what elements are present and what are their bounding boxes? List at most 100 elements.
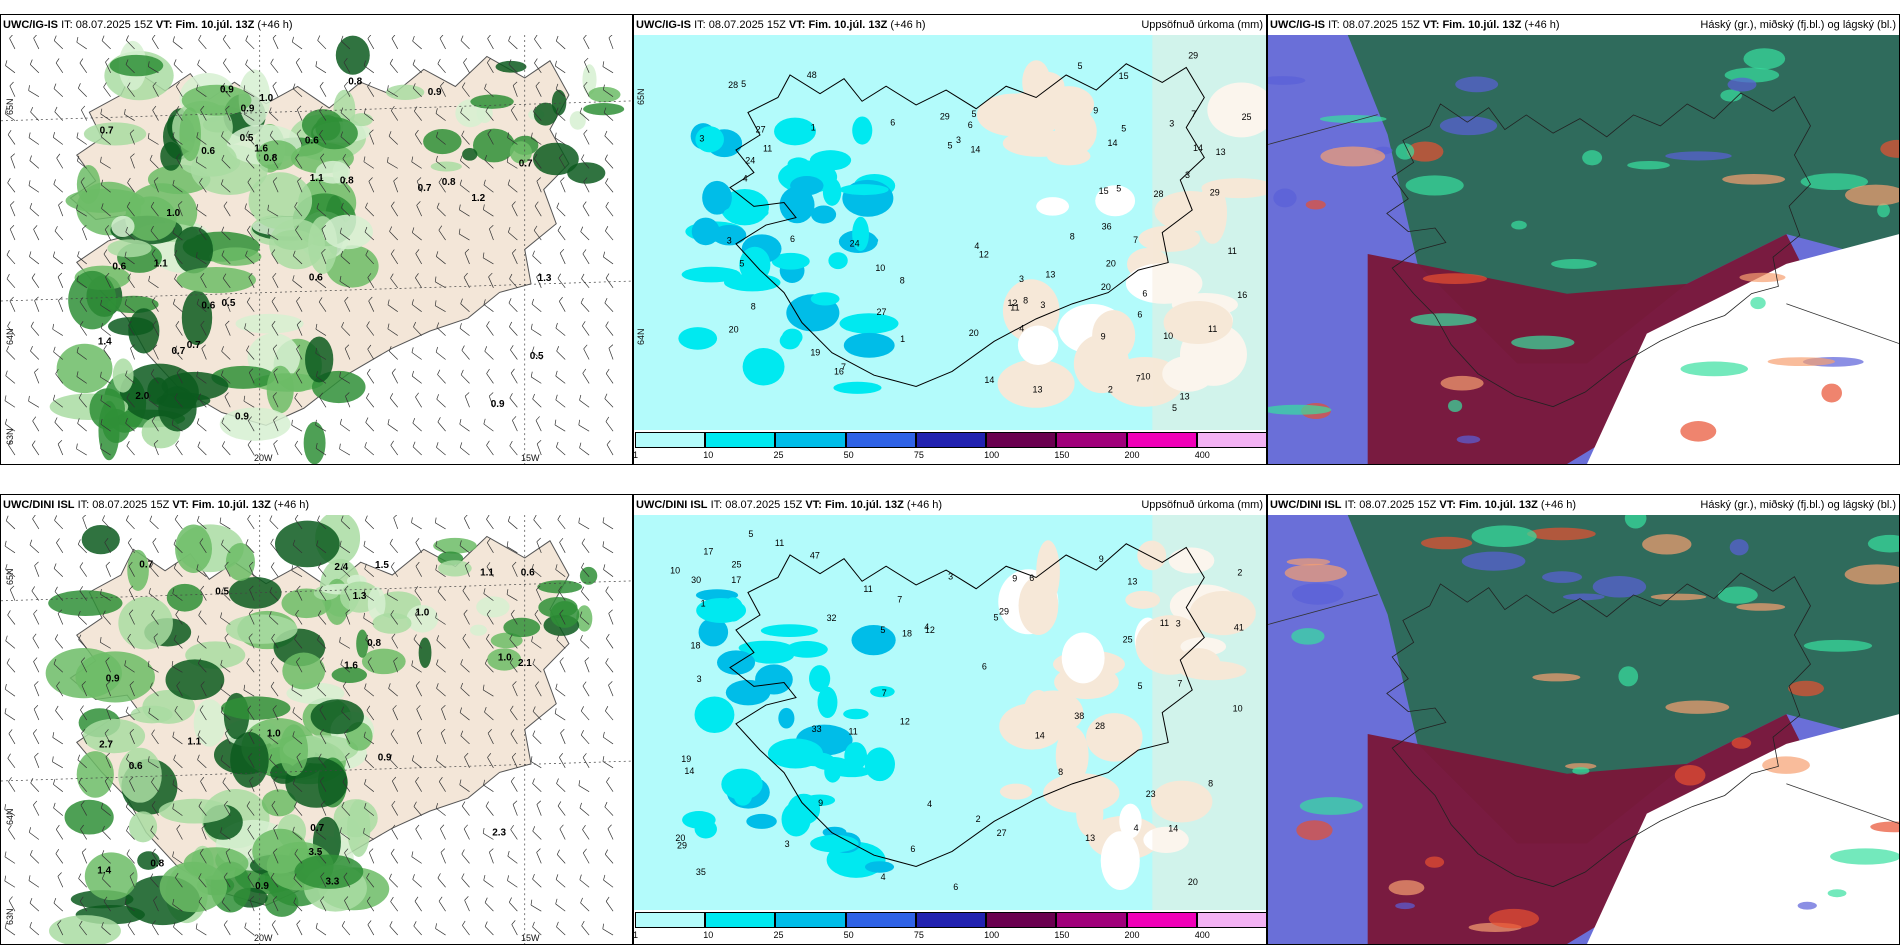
precip-value-label: 3 bbox=[697, 674, 702, 684]
precip-value-label: 6 bbox=[1137, 309, 1142, 319]
cloud-value-label: 0.5 bbox=[530, 351, 544, 362]
precip-value-label: 20 bbox=[969, 328, 979, 338]
precip-value-label: 12 bbox=[900, 717, 910, 727]
precip-value-label: 9 bbox=[1093, 106, 1098, 116]
precip-value-label: 36 bbox=[1102, 221, 1112, 231]
precip-value-label: 13 bbox=[1033, 384, 1043, 394]
colorbar-swatch bbox=[635, 432, 706, 448]
precip-value-label: 11 bbox=[848, 727, 857, 737]
colorbar-label: 200 bbox=[1124, 450, 1140, 460]
precip-value-label: 2 bbox=[1108, 384, 1113, 394]
cloud-value-label: 0.6 bbox=[201, 146, 215, 157]
precip-value-label: 7 bbox=[1136, 374, 1141, 384]
lat-label: 64N bbox=[636, 328, 646, 345]
cloud-value-label: 0.8 bbox=[367, 638, 381, 649]
precip-value-label: 3 bbox=[1176, 619, 1181, 629]
colorbar-label: 1 bbox=[633, 450, 639, 460]
precip-value-label: 3 bbox=[1169, 119, 1174, 129]
precip-value-label: 29 bbox=[940, 111, 950, 121]
precip-value-label: 10 bbox=[670, 566, 680, 576]
precip-value-label: 5 bbox=[1078, 61, 1083, 71]
cloud-value-label: 0.9 bbox=[106, 673, 120, 684]
lead-time: (+46 h) bbox=[1540, 499, 1577, 511]
cloud-value-label: 1.1 bbox=[480, 567, 494, 578]
precip-value-label: 4 bbox=[974, 241, 979, 251]
cloud-value-label: 0.5 bbox=[215, 587, 229, 598]
precip-value-label: 17 bbox=[731, 575, 741, 585]
cloud-value-label: 1.0 bbox=[415, 608, 429, 619]
precip-value-label: 8 bbox=[751, 302, 756, 312]
map-panel-clouds-top: UWC/IG-IS IT: 08.07.2025 15Z VT: Fim. 10… bbox=[1267, 14, 1900, 465]
precip-value-label: 14 bbox=[1035, 731, 1045, 741]
colorbar-swatch bbox=[915, 912, 987, 928]
precip-value-label: 5 bbox=[741, 79, 746, 89]
cloud-value-label: 0.8 bbox=[348, 77, 362, 88]
valid-time: Fim. 10.júl. 13Z bbox=[1458, 499, 1538, 511]
map-panel-cloud-top: UWC/IG-IS IT: 08.07.2025 15Z VT: Fim. 10… bbox=[0, 14, 633, 465]
lat-label: 65N bbox=[636, 88, 646, 105]
precip-value-label: 8 bbox=[1208, 779, 1213, 789]
precip-value-label: 10 bbox=[1233, 703, 1243, 713]
cloud-value-label: 0.9 bbox=[255, 881, 269, 892]
model-label: UWC/IG-IS bbox=[3, 19, 58, 31]
colorbar-label: 75 bbox=[913, 930, 924, 940]
colorbar-swatch bbox=[1056, 432, 1127, 448]
cloud-value-label: 2.7 bbox=[99, 739, 113, 750]
precip-value-label: 5 bbox=[1137, 681, 1142, 691]
colorbar-label: 200 bbox=[1124, 930, 1140, 940]
lead-time: (+46 h) bbox=[906, 499, 943, 511]
precip-value-label: 7 bbox=[882, 688, 887, 698]
precip-value-label: 14 bbox=[1193, 143, 1203, 153]
colorbar-label: 25 bbox=[773, 930, 784, 940]
precip-value-label: 48 bbox=[807, 70, 817, 80]
precip-value-label: 6 bbox=[890, 118, 895, 128]
cloud-value-label: 0.8 bbox=[442, 177, 456, 188]
precip-value-label: 5 bbox=[972, 109, 977, 119]
precip-value-label: 4 bbox=[881, 872, 886, 882]
precip-value-label: 5 bbox=[748, 529, 753, 539]
precip-value-label: 14 bbox=[684, 766, 694, 776]
cloud-value-label: 0.9 bbox=[235, 412, 249, 423]
precip-value-label: 13 bbox=[1216, 147, 1226, 157]
lon-label: 20W bbox=[254, 453, 273, 463]
precip-value-label: 9 bbox=[1099, 554, 1104, 564]
precip-value-label: 20 bbox=[729, 325, 739, 335]
precip-value-label: 8 bbox=[1058, 767, 1063, 777]
panel-title: Háský (gr.), miðský (fj.bl.) og lágský (… bbox=[1700, 19, 1896, 31]
cloud-value-label: 1.0 bbox=[166, 208, 180, 219]
cloud-value-label: 0.6 bbox=[201, 300, 215, 311]
colorbar-swatch bbox=[845, 912, 916, 928]
precip-value-label: 28 bbox=[1153, 189, 1163, 199]
colorbar-label: 25 bbox=[773, 450, 784, 460]
precip-value-label: 29 bbox=[1210, 187, 1220, 197]
cloud-value-label: 0.7 bbox=[310, 823, 324, 834]
panel-header: UWC/DINI ISL IT: 08.07.2025 15Z VT: Fim.… bbox=[1268, 495, 1899, 515]
precip-value-label: 38 bbox=[1074, 711, 1084, 721]
precip-value-label: 3 bbox=[1185, 170, 1190, 180]
precip-value-label: 3 bbox=[1040, 300, 1045, 310]
precip-value-label: 11 bbox=[1228, 246, 1237, 256]
valid-time: Fim. 10.júl. 13Z bbox=[1442, 19, 1522, 31]
precip-value-label: 3 bbox=[727, 236, 732, 246]
precip-value-label: 5 bbox=[880, 625, 885, 635]
precip-value-label: 8 bbox=[1023, 295, 1028, 305]
init-time: 08.07.2025 15Z bbox=[708, 19, 786, 31]
panel-header: UWC/DINI ISL IT: 08.07.2025 15Z VT: Fim.… bbox=[1, 495, 632, 515]
map-area: 0.7 0.6 0.7 0.9 1.0 1.1 1.2 0.5 0.7 1.3 0.8 0.9 0.5 0… bbox=[1, 35, 632, 464]
cloud-value-label: 1.2 bbox=[471, 193, 485, 204]
lon-label: 20W bbox=[254, 933, 273, 943]
cloud-value-label: 0.9 bbox=[241, 103, 255, 114]
precip-value-label: 9 bbox=[1012, 574, 1017, 584]
model-label: UWC/DINI ISL bbox=[3, 499, 75, 511]
panel-header: UWC/IG-IS IT: 08.07.2025 15Z VT: Fim. 10… bbox=[1268, 15, 1899, 35]
cloud-value-label: 2.0 bbox=[135, 391, 149, 402]
cloud-value-label: 1.4 bbox=[97, 866, 111, 877]
precip-value-label: 20 bbox=[1188, 877, 1198, 887]
init-time: 08.07.2025 15Z bbox=[1342, 19, 1420, 31]
precip-value-label: 14 bbox=[970, 144, 980, 154]
cloud-value-label: 0.9 bbox=[491, 399, 505, 410]
precip-value-label: 11 bbox=[775, 538, 784, 548]
lead-time: (+46 h) bbox=[1524, 19, 1560, 31]
precip-value-label: 28 bbox=[1095, 721, 1105, 731]
cloud-value-label: 0.7 bbox=[519, 158, 533, 169]
